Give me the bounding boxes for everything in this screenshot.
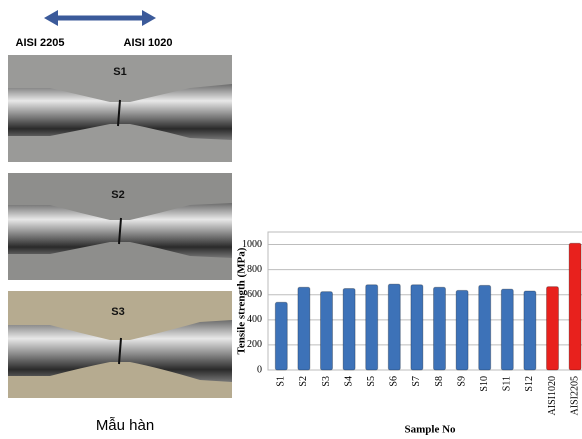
y-tick-label: 1000 (242, 239, 262, 250)
sample-label: S2 (111, 189, 124, 201)
bar (524, 291, 536, 370)
bar (275, 302, 287, 370)
bar (456, 290, 468, 370)
bar (388, 284, 400, 370)
bar (434, 287, 446, 370)
x-tick-label: S10 (479, 376, 490, 392)
arrow (44, 10, 156, 26)
y-tick-label: 0 (257, 364, 262, 375)
x-tick-label: AISI2205 (569, 376, 580, 415)
x-axis-label: Sample No (404, 424, 456, 436)
x-tick-label: S7 (411, 376, 422, 387)
x-tick-label: S9 (456, 376, 467, 387)
y-tick-label: 400 (247, 314, 262, 325)
bar (321, 292, 333, 370)
x-tick-label: AISI1020 (547, 376, 558, 415)
bar (547, 287, 559, 370)
x-tick-label: S8 (434, 376, 445, 387)
bar (343, 288, 355, 370)
x-tick-label: S2 (298, 376, 309, 387)
y-axis-label: Tensile strength (MPa) (236, 247, 248, 354)
y-tick-label: 600 (247, 289, 262, 300)
y-tick-label: 200 (247, 339, 262, 350)
bar (411, 285, 423, 370)
bar (569, 243, 581, 370)
sample-label: S3 (111, 306, 124, 318)
x-tick-label: S12 (524, 376, 535, 392)
arrow-label: AISI 1020 (124, 37, 173, 49)
caption: Mẫu hàn (96, 417, 154, 434)
x-tick-label: S11 (502, 376, 513, 391)
y-tick-label: 800 (247, 264, 262, 275)
sample-label: S1 (113, 66, 126, 78)
x-tick-label: S5 (366, 376, 377, 387)
x-tick-label: S4 (343, 376, 354, 387)
bar (366, 285, 378, 370)
x-tick-label: S6 (389, 376, 400, 387)
arrow-label: AISI 2205 (16, 37, 65, 49)
x-tick-label: S3 (321, 376, 332, 387)
bar (501, 289, 513, 370)
figure: AISI 2205 AISI 1020 S1 S2 S3 Mẫu hàn Ten… (0, 0, 582, 439)
x-tick-label: S1 (276, 376, 287, 387)
bar (479, 285, 491, 370)
bar (298, 287, 310, 370)
